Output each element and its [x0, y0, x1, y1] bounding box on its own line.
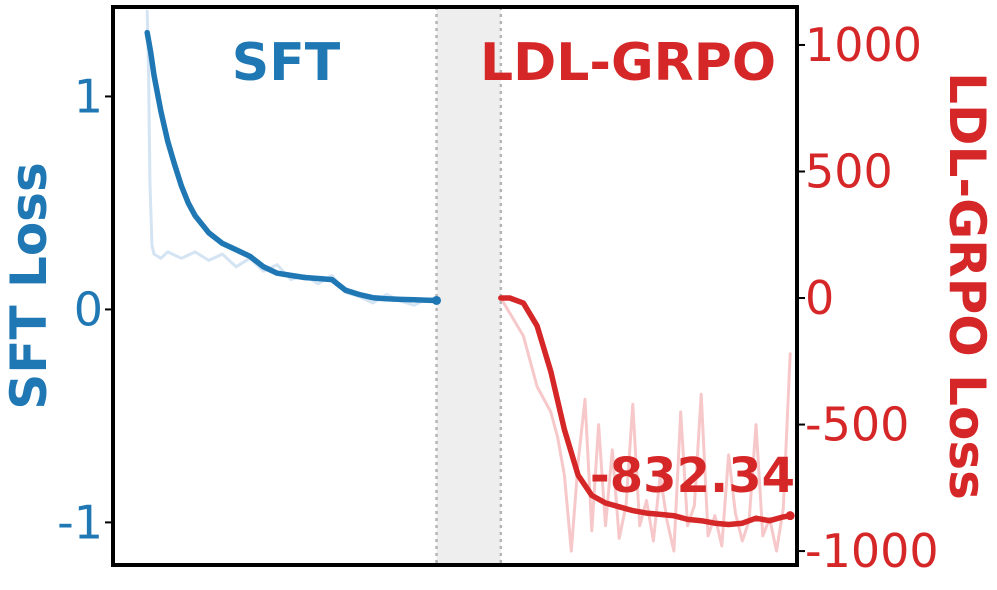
right-tick-label: -500 — [805, 398, 909, 452]
grpo-smoothed-line — [498, 295, 793, 528]
plot-frame — [111, 5, 799, 567]
plot-layer: 1 0 -1 1000 500 0 -500 -1000 SFT Loss LDL-GRPO Lo… — [0, 5, 996, 578]
grpo-raw-line — [499, 296, 792, 553]
final-value-annotation: -832.34 — [590, 448, 795, 504]
grpo-panel-title: LDL-GRPO — [480, 33, 776, 93]
right-tick-label: -1000 — [805, 524, 939, 578]
grpo-end-point — [785, 511, 795, 521]
gap-band — [436, 7, 501, 565]
left-tick-label: 0 — [74, 282, 103, 336]
right-tick-label: 0 — [805, 271, 834, 325]
left-axis-title: SFT Loss — [0, 162, 58, 409]
left-tick-label: -1 — [57, 495, 103, 549]
left-tick-label: 1 — [74, 69, 103, 123]
right-axis-title: LDL-GRPO Loss — [938, 72, 996, 500]
sft-end-point — [432, 295, 442, 305]
right-tick-label: 500 — [805, 144, 893, 198]
series-group — [144, 9, 795, 553]
sft-panel-title: SFT — [232, 33, 341, 93]
right-tick-label: 1000 — [805, 18, 922, 72]
sft-smoothed-line — [144, 29, 440, 304]
